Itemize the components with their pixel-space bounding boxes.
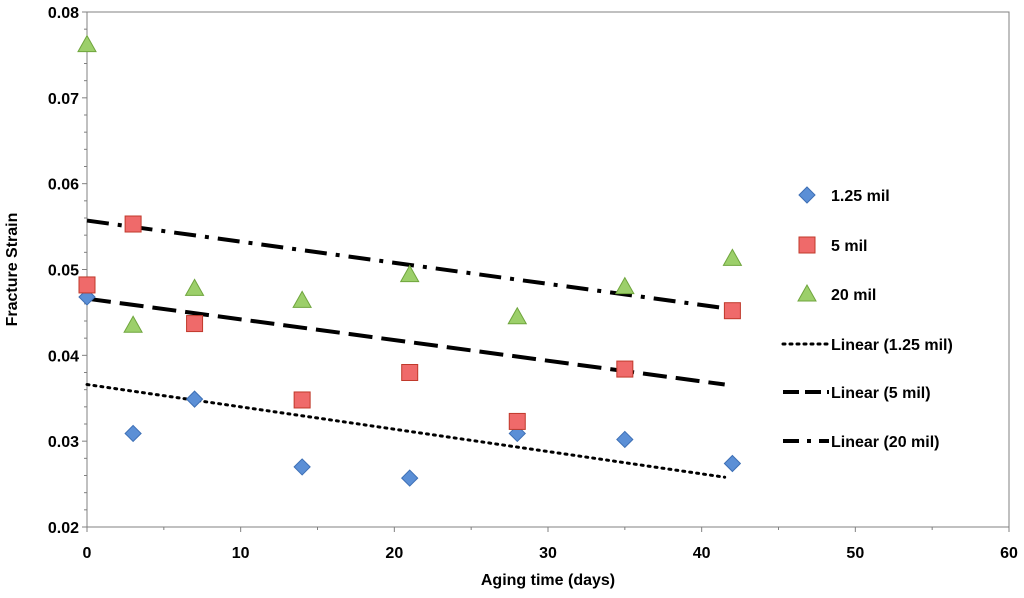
y-tick-label: 0.07 xyxy=(48,91,79,108)
data-point-diamond xyxy=(616,430,634,449)
data-point-triangle xyxy=(184,278,205,296)
data-point-triangle xyxy=(507,306,528,325)
y-tick-label: 0.03 xyxy=(48,434,79,451)
data-point-diamond xyxy=(723,454,742,473)
data-point-square xyxy=(293,391,311,409)
data-point-square xyxy=(616,360,634,378)
data-point-square xyxy=(508,412,526,430)
legend-label: Linear (20 mil) xyxy=(831,434,939,451)
data-point-triangle xyxy=(614,276,635,295)
legend-label: Linear (1.25 mil) xyxy=(831,337,953,354)
plot-border xyxy=(86,11,1010,528)
y-tick-label: 0.04 xyxy=(48,348,79,365)
legend-label: 5 mil xyxy=(831,238,867,255)
data-point-diamond xyxy=(400,469,419,487)
x-tick-label: 40 xyxy=(693,545,711,562)
x-axis-title: Aging time (days) xyxy=(481,572,615,589)
y-tick-label: 0.06 xyxy=(48,177,79,194)
x-tick-label: 50 xyxy=(846,545,864,562)
data-point-triangle xyxy=(123,315,143,333)
data-point-square xyxy=(78,276,96,294)
x-tick-label: 0 xyxy=(83,545,92,562)
legend-label: 1.25 mil xyxy=(831,188,890,205)
data-point-triangle xyxy=(722,248,743,266)
data-point-square xyxy=(723,302,741,320)
x-axis: 0 10 20 30 40 50 60 xyxy=(83,527,1018,562)
data-point-square xyxy=(401,364,419,381)
data-point-triangle xyxy=(292,290,312,308)
data-point-diamond xyxy=(293,458,311,476)
x-tick-label: 20 xyxy=(385,545,403,562)
legend-label: Linear (5 mil) xyxy=(831,385,931,402)
data-point-triangle xyxy=(77,34,97,53)
data-point-square xyxy=(124,215,142,233)
y-tick-label: 0.08 xyxy=(48,5,79,22)
legend-marker-square xyxy=(798,236,816,254)
y-axis-title: Fracture Strain xyxy=(4,213,21,327)
legend-marker-triangle xyxy=(797,283,817,302)
data-point-diamond xyxy=(185,390,204,408)
legend-label: 20 mil xyxy=(831,287,876,304)
data-point-square xyxy=(186,315,204,333)
data-points xyxy=(77,34,743,487)
legend: 1.25 mil 5 mil 20 mil Linear (1.25 mil) Line… xyxy=(781,186,953,451)
data-point-triangle xyxy=(399,264,420,283)
data-point-diamond xyxy=(124,424,142,443)
y-axis: 0.02 0.03 0.04 0.05 0.06 0.07 0.08 xyxy=(48,5,87,537)
x-tick-label: 60 xyxy=(1000,545,1018,562)
x-tick-label: 30 xyxy=(539,545,557,562)
y-tick-label: 0.02 xyxy=(48,520,79,537)
plot-area xyxy=(86,11,1010,528)
legend-marker-diamond xyxy=(798,186,816,204)
x-tick-label: 10 xyxy=(232,545,250,562)
y-tick-label: 0.05 xyxy=(48,263,79,280)
